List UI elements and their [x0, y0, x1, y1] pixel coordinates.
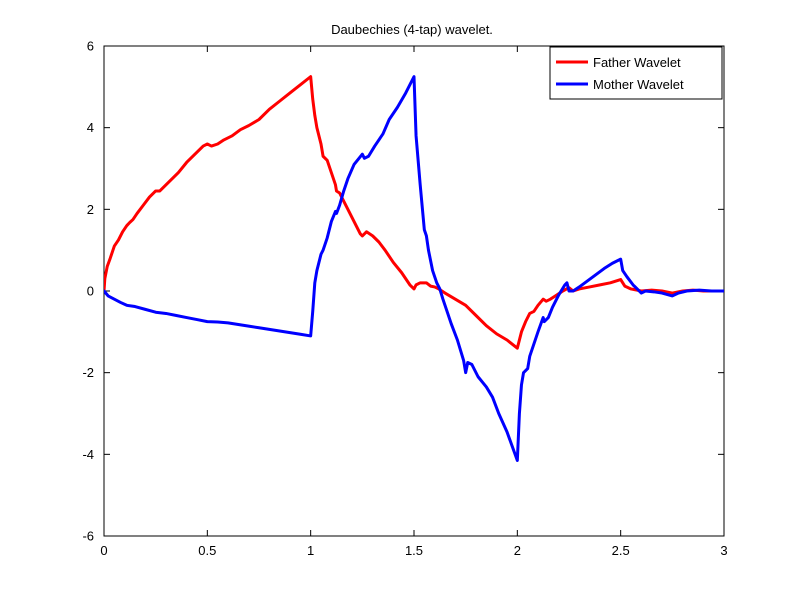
x-tick-label-6: 3 — [720, 543, 727, 558]
x-tick-label-4: 2 — [514, 543, 521, 558]
x-tick-label-2: 1 — [307, 543, 314, 558]
series-line-mother-wavelet — [104, 75, 724, 462]
legend-box — [549, 46, 723, 100]
x-tick-label-0: 0 — [100, 543, 107, 558]
plot-area: 0 0.5 1 1.5 2 2.5 3 -6 -4 -2 0 2 4 6 — [82, 39, 727, 559]
y-tick-label-4: 2 — [87, 202, 94, 217]
x-tick-label-1: 0.5 — [198, 543, 216, 558]
legend-label-0: Father Wavelet — [593, 55, 681, 70]
legend-label-1: Mother Wavelet — [593, 77, 684, 92]
y-tick-label-1: -4 — [82, 447, 94, 462]
x-tick-label-3: 1.5 — [405, 543, 423, 558]
x-tick-label-5: 2.5 — [612, 543, 630, 558]
y-tick-label-0: -6 — [82, 529, 94, 544]
legend: Father Wavelet Mother Wavelet — [549, 46, 723, 100]
y-tick-label-5: 4 — [87, 120, 94, 135]
y-tick-label-3: 0 — [87, 284, 94, 299]
y-tick-label-6: 6 — [87, 39, 94, 54]
chart-title: Daubechies (4-tap) wavelet. — [331, 22, 493, 37]
y-tick-label-2: -2 — [82, 365, 94, 380]
